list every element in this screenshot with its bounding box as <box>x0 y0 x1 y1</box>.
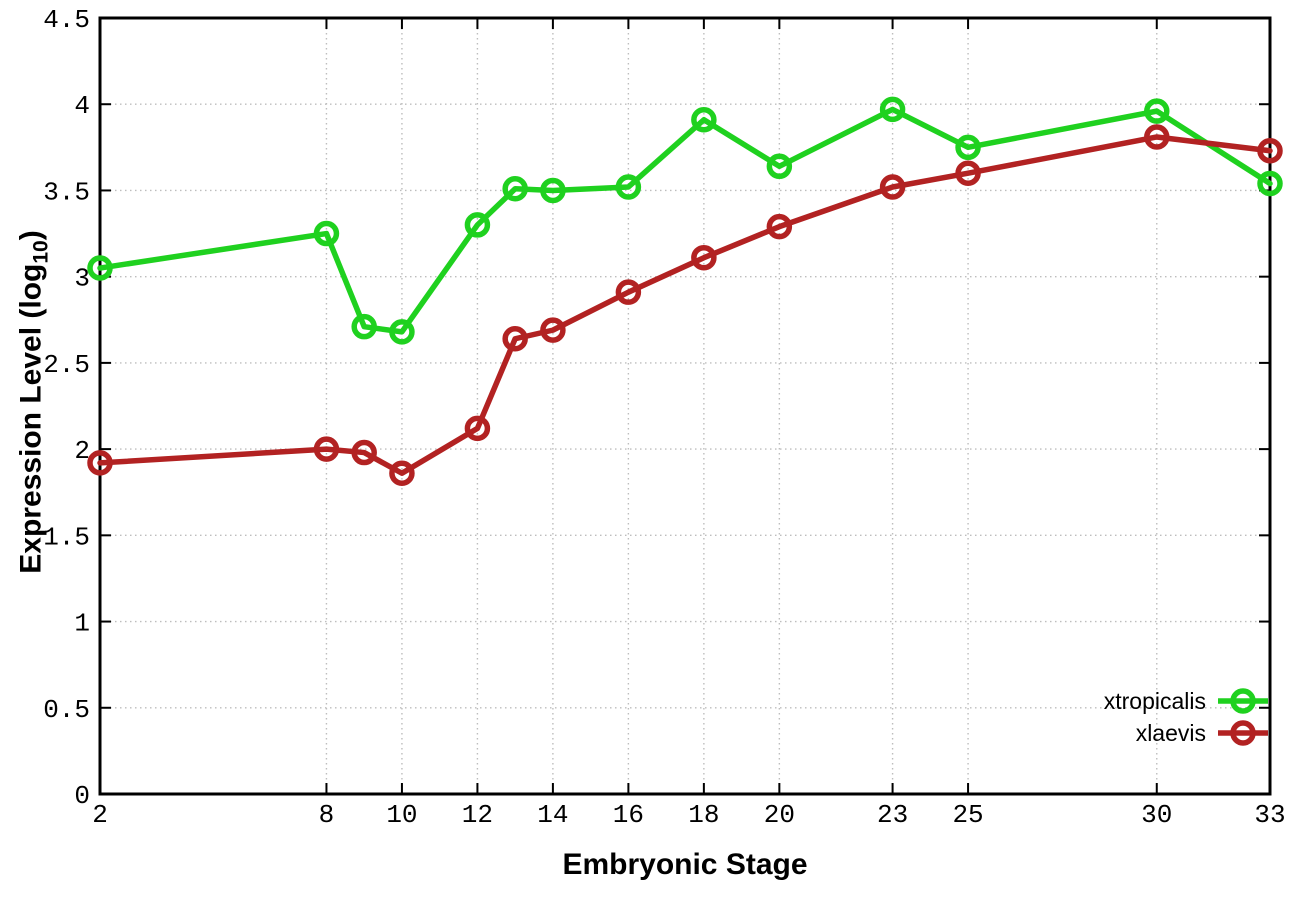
data-point-xlaevis <box>87 450 113 476</box>
x-tick-label: 33 <box>1254 800 1285 830</box>
y-tick-label: 2.5 <box>43 350 90 380</box>
legend-label-xtropicalis: xtropicalis <box>1103 688 1206 714</box>
y-axis-title-end: ) <box>14 230 48 241</box>
legend-sample-marker <box>1230 688 1256 714</box>
y-tick-label: 1.5 <box>43 522 90 552</box>
series-line-xtropicalis <box>97 106 1273 335</box>
data-point-xlaevis <box>502 325 528 352</box>
data-point-xlaevis <box>955 160 981 186</box>
series-line-xlaevis <box>97 134 1273 477</box>
data-point-xtropicalis <box>615 174 642 200</box>
data-point-xlaevis <box>766 213 793 240</box>
data-point-xlaevis <box>313 436 340 462</box>
y-tick-label: 3 <box>74 264 90 294</box>
data-point-xtropicalis <box>502 175 528 202</box>
data-point-xtropicalis <box>1257 170 1283 197</box>
data-point-xtropicalis <box>955 134 981 161</box>
x-tick-label: 25 <box>952 800 983 830</box>
x-tick-label: 20 <box>764 800 795 830</box>
x-axis-title: Embryonic Stage <box>562 848 808 881</box>
legend-item-xlaevis: xlaevis <box>1136 718 1270 748</box>
y-tick-label: 0 <box>74 781 90 811</box>
y-tick-label: 1 <box>74 609 90 639</box>
data-point-xlaevis <box>1257 138 1283 164</box>
data-point-xtropicalis <box>389 319 415 345</box>
y-axis-title-subscript: 10 <box>29 240 53 264</box>
y-axis-title: Expression Level (log10) <box>15 230 54 573</box>
data-point-xtropicalis <box>540 177 566 204</box>
y-tick-label: 4.5 <box>43 5 90 35</box>
data-point-xtropicalis <box>766 153 793 180</box>
data-point-xtropicalis <box>1144 98 1170 124</box>
y-tick-label: 3.5 <box>43 177 90 207</box>
x-tick-label: 8 <box>319 800 335 830</box>
data-point-xtropicalis <box>351 313 377 340</box>
legend-sample-marker <box>1230 720 1256 746</box>
x-tick-label: 2 <box>92 800 108 830</box>
data-point-xlaevis <box>615 279 642 305</box>
y-tick-label: 2 <box>74 436 90 466</box>
x-tick-label: 10 <box>386 800 417 830</box>
legend-sample-line-icon <box>1218 688 1268 714</box>
x-tick-label: 14 <box>537 800 568 830</box>
data-point-xtropicalis <box>313 220 340 247</box>
x-tick-label: 16 <box>613 800 644 830</box>
data-point-xtropicalis <box>87 255 113 281</box>
data-point-xlaevis <box>351 439 377 466</box>
data-point-xtropicalis <box>691 106 717 133</box>
legend: xtropicalis xlaevis <box>1104 686 1270 748</box>
data-point-xlaevis <box>1144 124 1170 150</box>
legend-item-xtropicalis: xtropicalis <box>1104 686 1270 716</box>
x-tick-label: 30 <box>1141 800 1172 830</box>
plot-border <box>98 16 1272 796</box>
legend-label-xlaevis: xlaevis <box>1135 720 1206 746</box>
data-point-xtropicalis <box>464 212 491 238</box>
data-point-xlaevis <box>691 244 717 271</box>
data-point-xlaevis <box>879 174 906 200</box>
y-axis-title-main: Expression Level (log <box>14 263 48 574</box>
y-tick-label: 0.5 <box>43 695 90 725</box>
data-point-xlaevis <box>389 460 415 487</box>
data-point-xtropicalis <box>879 96 906 123</box>
data-point-xlaevis <box>464 415 491 442</box>
y-tick-label: 4 <box>74 91 90 121</box>
x-tick-label: 18 <box>688 800 719 830</box>
x-tick-label: 23 <box>877 800 908 830</box>
data-point-xlaevis <box>540 317 566 343</box>
legend-sample-line-icon <box>1218 720 1268 746</box>
x-tick-label: 12 <box>462 800 493 830</box>
